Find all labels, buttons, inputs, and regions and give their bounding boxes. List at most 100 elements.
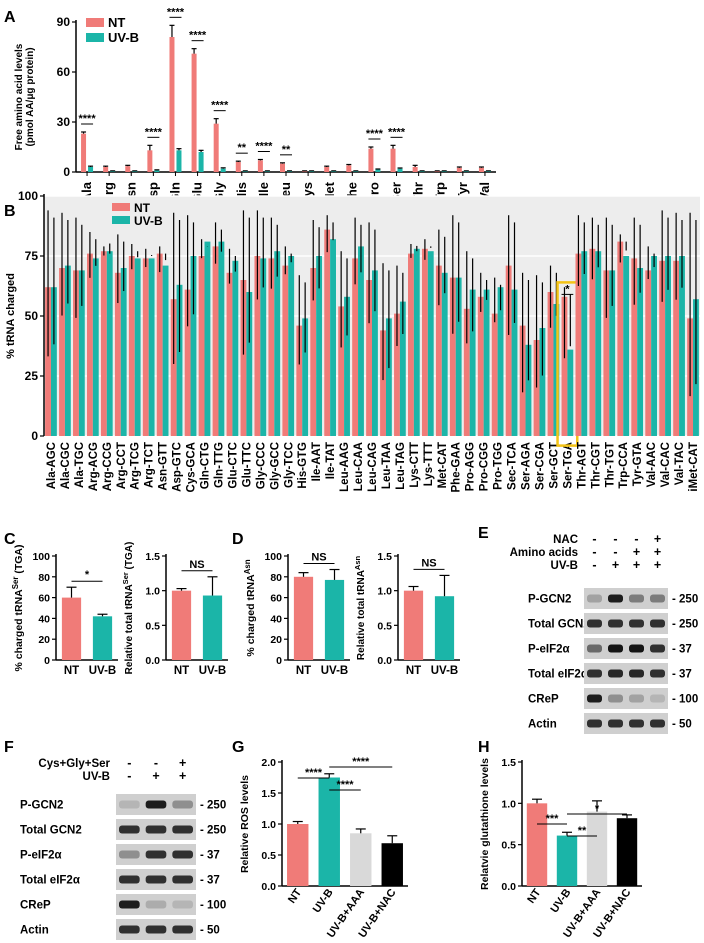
blot-band — [608, 669, 623, 678]
bar-nt-His-GTG — [296, 325, 303, 436]
bar-uvb-Thr-CGT — [595, 251, 602, 436]
bar-nt-Glu — [191, 53, 197, 172]
x-tick-label-nt: NT — [525, 887, 543, 906]
y-tick-label: 0.5 — [145, 620, 160, 632]
blot-band — [608, 644, 623, 653]
x-tick-label-Leu-CAG: Leu-CAG — [367, 442, 379, 492]
bar-uvb-Gly — [220, 168, 226, 172]
x-tick-label-Ile-TAT: Ile-TAT — [325, 442, 337, 479]
bar-nt-Thr-AGT — [575, 253, 582, 436]
blot-strip — [584, 663, 668, 684]
bar-nt-Asn — [125, 166, 131, 172]
blot-band — [608, 594, 623, 603]
bar-uvb-Asp-GTC — [176, 284, 183, 436]
x-tick-label-nt: NT — [296, 665, 311, 677]
blot-band — [650, 719, 665, 728]
bar-uvb-Ser-AGA — [525, 344, 532, 436]
y-tick-label: 20 — [270, 634, 282, 646]
bar-uvb-Pro-CGG — [483, 289, 490, 436]
bar-uv-b — [434, 596, 455, 660]
bar-nt — [293, 576, 314, 660]
condition-sign: + — [633, 558, 640, 572]
y-axis-label: Relative total tRNAAsn — [353, 555, 368, 660]
y-tick-label: 1.0 — [501, 798, 516, 810]
y-tick-label: 1.5 — [145, 551, 160, 563]
significance-label: **** — [388, 126, 406, 138]
bar-uvb-Phe — [353, 171, 359, 172]
bar-uvb-Cys-GCA — [190, 256, 197, 436]
bar-uvb-Sec-TCA — [511, 289, 518, 436]
bar-nt-Asn-GTT — [156, 253, 163, 436]
y-tick-label: 0.5 — [501, 840, 516, 852]
bar-nt-His — [235, 162, 241, 172]
condition-sign: - — [127, 769, 131, 783]
bar-nt-Ile-TAT — [324, 229, 331, 436]
blot-band — [629, 644, 644, 653]
bar-nt-Gln — [169, 37, 175, 172]
bar-nt-Asp — [147, 150, 153, 172]
y-tick-label: 50 — [25, 309, 39, 323]
blot-band — [145, 800, 167, 809]
blot-band — [587, 719, 602, 728]
bar-nt-Ala-CGC — [59, 268, 65, 436]
x-tick-label-uv-b: UV-B — [549, 887, 574, 915]
x-tick-label-Cys-GCA: Cys-GCA — [186, 442, 198, 492]
bar-uvb-Arg-TCG — [134, 258, 141, 436]
panel-c-charged-trna-ser-chart: 0 20 40 60 80 100 % charged tRNASer (TGA) NT UV-… — [11, 544, 118, 677]
condition-sign: - — [127, 756, 131, 770]
bar-nt-Val-TAC — [673, 260, 680, 436]
significance-label: ** — [238, 142, 247, 154]
blot-strip — [584, 688, 668, 709]
y-tick-label: 30 — [57, 115, 71, 129]
molecular-weight-marker: - 50 — [672, 719, 692, 731]
blot-band — [119, 800, 140, 809]
x-tick-label-Asp-GTC: Asp-GTC — [172, 442, 184, 492]
bar-nt-Leu-TAA — [380, 330, 386, 436]
bar-uvb-Glu-CTC — [232, 260, 239, 436]
bar-nt-Ile — [257, 160, 263, 172]
bar-uvb-Ala-TGC — [78, 270, 85, 436]
blot-row-label: CReP — [20, 900, 51, 912]
panel-label-G: G — [232, 739, 244, 756]
molecular-weight-marker: - 250 — [200, 800, 226, 812]
blot-band — [172, 900, 193, 909]
bar-nt — [287, 824, 309, 886]
bar-nt-Cys-GCA — [184, 289, 191, 436]
bar-nt — [403, 590, 424, 660]
bar-uvb-Arg-ACG — [92, 258, 99, 436]
bar-uvb-Lys-CTT — [413, 248, 420, 436]
x-tick-label-Thr-TGT: Thr-TGT — [604, 442, 616, 487]
x-tick-label-uv-b: UV-B — [89, 665, 116, 677]
blot-band — [608, 694, 623, 703]
bar-uvb-Val-TAC — [679, 256, 685, 436]
y-tick-label: 100 — [32, 551, 50, 563]
condition-sign: + — [179, 756, 186, 770]
bar-uvb-Asn — [132, 171, 138, 172]
x-tick-label-iMet-CAT: iMet-CAT — [688, 442, 700, 492]
bar-nt-Val-AAC — [645, 270, 652, 436]
x-tick-label-Arg-CCT: Arg-CCT — [116, 442, 128, 489]
x-tick-label-Sec-TCA: Sec-TCA — [507, 442, 519, 490]
x-tick-label-nt: NT — [286, 887, 304, 906]
bar-uvb-Val — [485, 171, 491, 172]
x-tick-label-Pro-TGG: Pro-TGG — [493, 442, 505, 490]
bar-nt-Arg-ACG — [86, 253, 93, 436]
x-tick-label-Gln-TTG: Gln-TTG — [213, 442, 225, 488]
x-tick-label-Leu-CAA: Leu-CAA — [353, 442, 365, 491]
condition-sign: - — [592, 558, 596, 572]
x-tick-label-Thr-AGT: Thr-AGT — [576, 442, 588, 489]
bar-uvb-Glu-TTC — [246, 292, 253, 436]
bar-nt-Ser-TGA — [561, 296, 568, 436]
x-tick-label-Gln-CTG: Gln-CTG — [200, 442, 212, 489]
bar-nt-Met — [324, 167, 330, 172]
condition-label: Amino acids — [510, 547, 578, 559]
x-tick-label-uv-b: UV-B — [321, 665, 348, 677]
bar-nt-Gly — [213, 123, 219, 172]
blot-row-label: P-GCN2 — [20, 800, 63, 812]
significance-label: **** — [145, 126, 163, 138]
molecular-weight-marker: - 37 — [672, 669, 692, 681]
bar-uv-b — [202, 595, 223, 660]
molecular-weight-marker: - 50 — [200, 925, 220, 937]
condition-label: UV-B — [551, 560, 578, 572]
